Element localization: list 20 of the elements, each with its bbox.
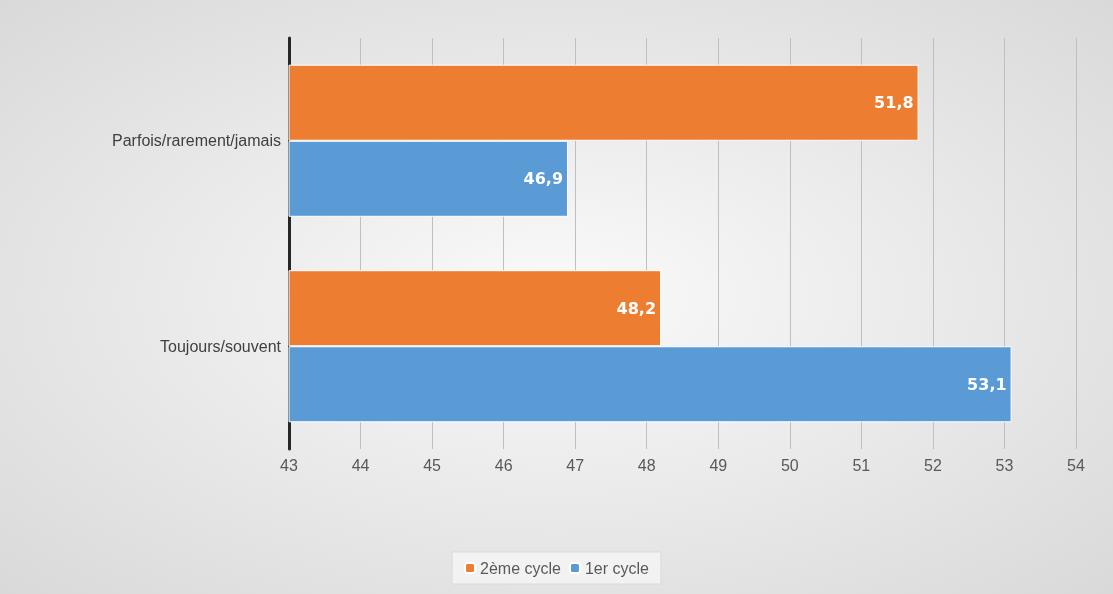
- x-tick-label: 44: [351, 456, 370, 474]
- data-label: 53,1: [967, 374, 1007, 394]
- x-tick-label: 51: [852, 456, 871, 474]
- x-tick-label: 43: [280, 456, 298, 474]
- data-label: 46,9: [523, 169, 564, 189]
- x-tick-label: 48: [637, 456, 656, 474]
- x-tick-label: 50: [780, 456, 799, 474]
- x-tick-label: 53: [995, 456, 1014, 474]
- y-tick-label: Toujours/souvent: [160, 337, 282, 355]
- x-tick-label: 45: [423, 456, 442, 474]
- legend-label: 1er cycle: [584, 559, 650, 577]
- data-label: 48,2: [616, 298, 657, 318]
- legend-label: 2ème cycle: [480, 559, 562, 577]
- y-tick-label: Parfois/rarement/jamais: [112, 132, 281, 150]
- x-tick-label: 47: [566, 456, 585, 474]
- x-tick-label: 46: [494, 456, 513, 474]
- x-tick-label: 54: [1067, 456, 1085, 474]
- x-tick-label: 52: [924, 456, 942, 474]
- data-label: 51,8: [874, 93, 914, 113]
- x-tick-label: 49: [709, 456, 728, 474]
